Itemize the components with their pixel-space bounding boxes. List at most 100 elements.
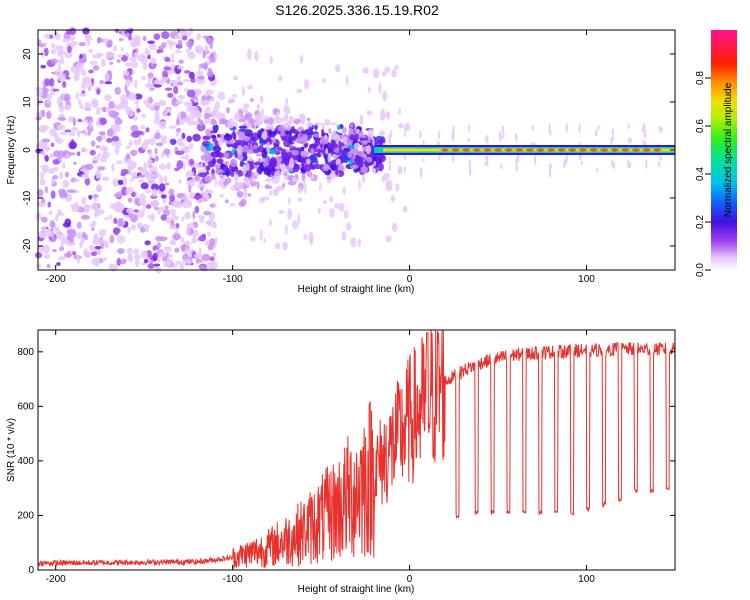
- spectrogram-cell: [353, 142, 361, 150]
- spectrogram-cell: [177, 141, 185, 147]
- spectrogram-cell: [378, 130, 386, 136]
- spectrogram-cell: [504, 148, 513, 152]
- spectrogram-cell: [196, 70, 204, 78]
- spectrogram-cell: [536, 148, 545, 152]
- spectrogram-cell: [156, 48, 164, 54]
- spectrogram-cell: [175, 100, 184, 105]
- spectrogram-cell: [115, 160, 123, 165]
- spectrogram-cell: [297, 197, 302, 203]
- spectrogram-cell: [92, 194, 99, 199]
- spectrogram-cell: [243, 187, 248, 200]
- spectrogram-cell: [500, 163, 503, 170]
- spectrogram-cell: [366, 156, 373, 163]
- spectrogram-cell: [93, 197, 98, 202]
- spectrogram-cell: [632, 148, 641, 152]
- spectrogram-cell: [287, 181, 297, 186]
- spectrogram-cell: [355, 128, 360, 134]
- spectrogram-cell: [239, 159, 245, 168]
- spectrogram-cell: [50, 49, 56, 55]
- spectrogram-cell: [54, 214, 59, 222]
- spectrogram-cell: [171, 53, 175, 59]
- spectrogram-cell: [66, 153, 70, 158]
- spectrogram-cell: [327, 152, 332, 163]
- spectrogram-cell: [310, 143, 318, 147]
- spectrogram-cell: [284, 136, 292, 142]
- spectrogram-cell: [99, 117, 107, 125]
- spectrogram-cell: [180, 156, 188, 160]
- spectrogram-cell: [243, 103, 250, 109]
- spectrogram-cell: [186, 223, 195, 229]
- spectrogram-cell: [79, 57, 87, 64]
- spectrogram-cell: [38, 232, 48, 239]
- spectrogram-cell: [214, 164, 222, 168]
- spectrogram-cell: [310, 174, 315, 180]
- spectrogram-cell: [78, 91, 87, 97]
- spectrogram-cell: [140, 182, 149, 190]
- spectrogram-cell: [142, 35, 147, 42]
- spectrogram-cell: [177, 137, 184, 143]
- spectrogram-cell: [95, 238, 102, 243]
- spectrogram-cell: [334, 133, 340, 144]
- spectrogram-cell: [303, 78, 310, 90]
- spectrogram-cell: [126, 186, 134, 194]
- spectrogram-cell: [288, 169, 293, 174]
- spectrogram-cell: [348, 159, 354, 165]
- spectrogram-cell: [188, 158, 195, 166]
- spectrogram-cell: [338, 202, 345, 212]
- spectrogram-cell: [58, 246, 65, 251]
- snr-content: [37, 329, 676, 569]
- spectrogram-cell: [452, 125, 455, 133]
- spectrogram-cell: [163, 66, 172, 71]
- spectrogram-cell: [138, 174, 146, 178]
- spectrogram-cell: [106, 128, 114, 137]
- spectrogram-cell: [272, 189, 279, 196]
- spectrogram-cell: [350, 164, 359, 170]
- spectrogram-cell: [212, 251, 217, 258]
- y-tick-label: 0: [22, 147, 33, 153]
- spectrogram-cell: [348, 128, 354, 135]
- x-tick-label: 0: [407, 274, 413, 285]
- spectrogram-cell: [101, 257, 108, 262]
- spectrogram-cell: [48, 210, 53, 216]
- spectrogram-cell: [158, 183, 166, 192]
- spectrogram-cell: [282, 241, 288, 251]
- spectrogram-cell: [472, 148, 481, 152]
- spectrogram-cell: [358, 179, 361, 192]
- spectrogram-cell: [184, 70, 191, 74]
- spectrogram-cell: [319, 182, 322, 192]
- spectrogram-cell: [241, 153, 248, 162]
- spectrogram-cell: [292, 155, 300, 161]
- spectrogram-cell: [312, 133, 320, 138]
- x-tick-label: -100: [223, 574, 243, 585]
- spectrogram-cell: [643, 129, 647, 139]
- spectrogram-cell: [163, 175, 168, 183]
- spectrogram-cell: [198, 259, 202, 263]
- spectrogram-cell: [36, 111, 41, 117]
- spectrogram-cell: [183, 144, 189, 153]
- spectrogram-cell: [127, 253, 134, 263]
- spectrogram-cell: [341, 230, 347, 241]
- spectrogram-cell: [130, 224, 137, 231]
- spectrogram-cell: [37, 39, 42, 47]
- spectrogram-cell: [106, 137, 113, 143]
- spectrogram-cell: [310, 154, 318, 163]
- spectrogram-cell: [163, 209, 171, 217]
- spectrogram-cell: [90, 251, 98, 257]
- spectrogram-cell: [467, 137, 470, 143]
- spectrogram-cell: [104, 81, 113, 85]
- spectrogram-cell: [36, 189, 44, 197]
- spectrogram-cell: [102, 145, 108, 154]
- spectrogram-cell: [227, 121, 234, 129]
- spectrogram-cell: [177, 112, 182, 120]
- spectrogram-cell: [158, 163, 166, 170]
- spectrogram-cell: [328, 128, 332, 135]
- spectrogram-cell: [210, 134, 217, 139]
- spectrogram-cell: [80, 81, 88, 90]
- spectrogram-cell: [49, 34, 53, 39]
- spectrogram-cell: [153, 117, 161, 125]
- spectrogram-cell: [197, 182, 206, 190]
- spectrogram-cell: [338, 123, 344, 130]
- spectrogram-cell: [183, 87, 190, 92]
- spectrogram-cell: [88, 49, 93, 54]
- colorbar-tick-label: 0.6: [695, 119, 706, 133]
